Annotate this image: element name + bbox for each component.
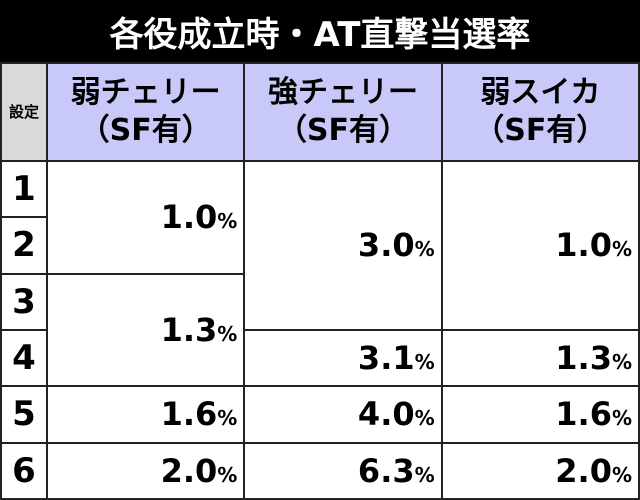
rate: 6.3% [243,441,443,500]
unit: % [414,237,435,262]
row: 3 1.3% [0,272,639,388]
unit: % [217,406,238,431]
column-header: 強チェリー （SF有） [243,62,443,162]
setting: 5 [0,385,48,444]
rate: 4.0% [243,385,443,444]
column-name: 弱スイカ [480,75,601,110]
corner-header: 設定 [0,62,48,162]
row: 4 3.1% 1.3% [0,328,640,388]
setting: 1 [0,159,48,219]
row: 1 1.0% 3.0% 1.0% [0,159,640,331]
setting: 2 [0,216,48,275]
unit: % [611,237,632,262]
setting: 4 [0,328,48,388]
rate: 1.3% [440,328,640,388]
column-name: 弱チェリー [70,75,221,110]
column-name: 強チェリー [267,75,418,110]
rate: 1.6% [440,385,640,444]
rate: 2.0% [440,441,640,500]
rate: 1.6% [45,385,246,444]
unit: % [611,350,632,375]
rate-table: 設定 弱チェリー （SF有） 強チェリー （SF有） 弱スイカ （SF有） 1 1.0… [0,62,640,500]
unit: % [217,321,238,346]
rate: 1.0% [45,160,246,275]
rate: 2.0% [45,441,246,500]
column-note: （SF有） [474,113,607,148]
header-row: 設定 弱チェリー （SF有） 強チェリー （SF有） 弱スイカ （SF有） [0,62,640,162]
column-note: （SF有） [79,113,212,148]
row: 6 2.0% 6.3% 2.0% [0,441,640,500]
unit: % [414,350,435,375]
column-note: （SF有） [276,113,410,148]
unit: % [217,209,238,234]
rate: 1.0% [440,160,640,331]
unit: % [611,406,632,431]
unit: % [217,462,238,487]
column-header: 弱スイカ （SF有） [440,62,640,162]
setting: 6 [0,441,48,500]
row: 2 [0,216,639,275]
row: 5 1.6% 4.0% 1.6% [0,385,640,444]
rate: 1.3% [45,272,246,388]
setting: 3 [0,272,48,331]
rate: 3.0% [243,160,443,331]
column-header: 弱チェリー （SF有） [45,62,246,162]
unit: % [414,462,435,487]
unit: % [611,462,632,487]
title: 各役成立時・AT直撃当選率 [0,0,640,62]
unit: % [414,406,435,431]
rate: 3.1% [243,328,443,388]
